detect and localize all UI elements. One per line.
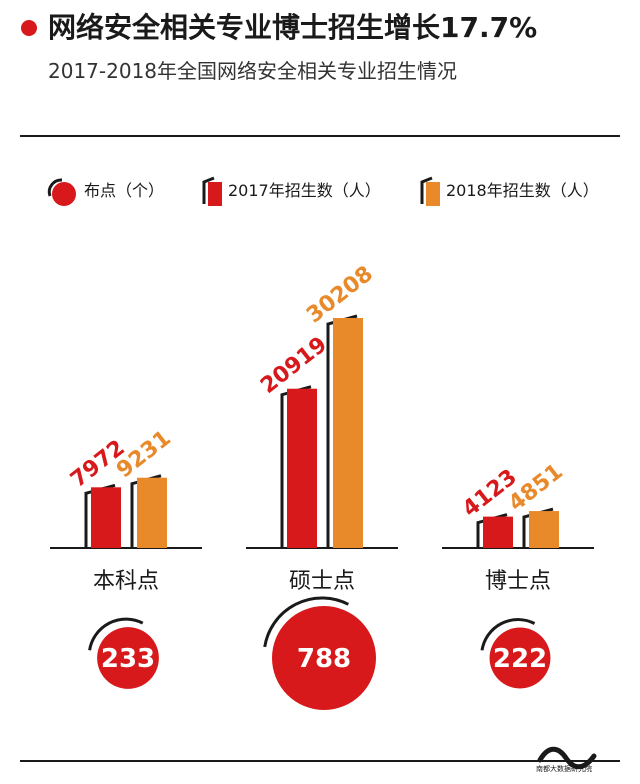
legend-points-icon xyxy=(47,178,76,206)
points-label: 222 xyxy=(493,644,547,674)
bottom-divider xyxy=(20,760,620,762)
category-label: 硕士点 xyxy=(289,569,355,594)
category-label: 博士点 xyxy=(485,569,551,594)
points-bubble xyxy=(97,627,159,689)
bubble-arc xyxy=(480,618,536,651)
title-bullet xyxy=(21,20,37,36)
bar xyxy=(287,388,317,548)
logo-text: 南都大数据研究院 xyxy=(536,765,592,773)
bar xyxy=(529,511,559,548)
legend-points-label: 布点（个） xyxy=(84,181,165,200)
top-divider xyxy=(20,135,620,137)
legend-2017-label: 2017年招生数（人） xyxy=(228,181,381,200)
bubble-arc xyxy=(88,617,144,651)
bar xyxy=(137,477,167,548)
legend-2017-icon xyxy=(202,176,222,206)
legend: 布点（个） 2017年招生数（人） 2018年招生数（人） xyxy=(0,172,640,212)
page-title: 网络安全相关专业博士招生增长17.7% xyxy=(48,11,538,44)
points-bubble xyxy=(272,606,376,710)
points-label: 233 xyxy=(101,644,155,674)
points-bubble xyxy=(489,627,551,689)
legend-2018-label: 2018年招生数（人） xyxy=(446,181,599,200)
bar xyxy=(483,516,513,548)
bar xyxy=(91,487,121,548)
bar xyxy=(333,318,363,548)
nandu-logo-icon xyxy=(537,746,597,770)
points-label: 788 xyxy=(297,644,351,674)
legend-2018-icon xyxy=(420,176,440,206)
bubble-arc xyxy=(263,596,350,648)
page-subtitle: 2017-2018年全国网络安全相关专业招生情况 xyxy=(48,59,458,83)
category-label: 本科点 xyxy=(93,569,159,594)
